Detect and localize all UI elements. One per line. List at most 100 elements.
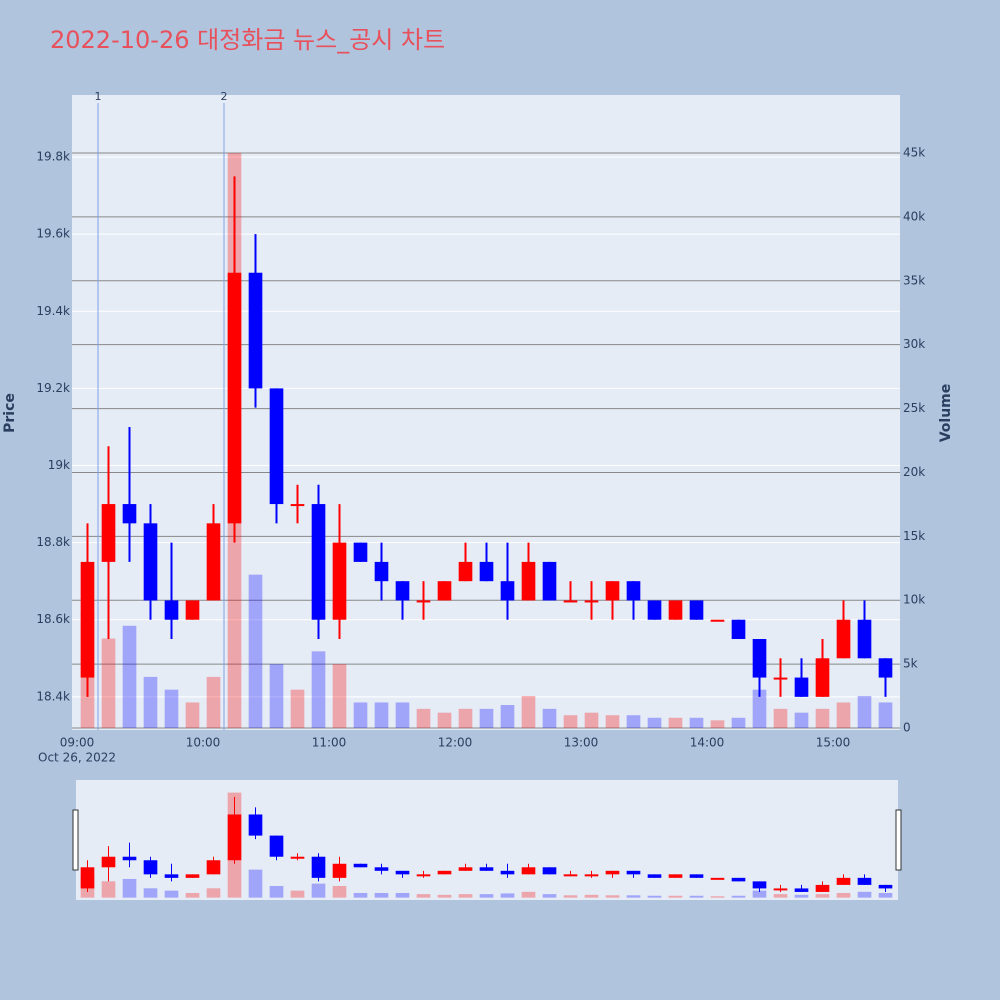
mini-body [731, 877, 746, 882]
candle-body [395, 581, 410, 601]
candle-body [437, 581, 452, 601]
candle-body [626, 581, 641, 601]
volume-bar [206, 676, 221, 729]
candle-body [374, 561, 389, 582]
mini-volume-bar [164, 890, 179, 898]
volume-bar [101, 638, 116, 729]
chart-title: 2022-10-26 대정화금 뉴스_공시 차트 [50, 26, 445, 54]
mini-body [521, 867, 536, 875]
candle-body [563, 600, 578, 603]
volume-bar [458, 708, 473, 729]
volume-bar [269, 664, 284, 729]
mini-body [227, 814, 242, 861]
slider-handle[interactable] [895, 809, 902, 871]
y-tick-label: 19.6k [36, 227, 70, 241]
candle-body [584, 600, 599, 603]
mini-volume-bar [563, 895, 578, 898]
candle-body [647, 600, 662, 620]
y2-tick-label: 30k [903, 337, 925, 351]
volume-bar [647, 717, 662, 729]
candle-body [269, 388, 284, 505]
candle-body [710, 619, 725, 622]
mini-volume-bar [458, 894, 473, 898]
y-tick-label: 19.2k [36, 381, 70, 395]
volume-bar [122, 625, 137, 729]
mini-volume-bar [248, 869, 263, 898]
mini-body [353, 863, 368, 868]
candle-body [752, 639, 767, 678]
y2-tick-label: 45k [903, 146, 925, 160]
mini-volume-bar [122, 878, 137, 898]
volume-bar [815, 708, 830, 729]
volume-bar [479, 708, 494, 729]
mini-body [248, 814, 263, 836]
mini-body [332, 863, 347, 878]
mini-body [563, 874, 578, 877]
y-tick-label: 18.8k [36, 535, 70, 549]
mini-body [752, 881, 767, 889]
mini-volume-bar [542, 894, 557, 898]
mini-body [500, 870, 515, 875]
mini-volume-bar [773, 894, 788, 898]
volume-bar [395, 702, 410, 729]
volume-bar [857, 696, 872, 729]
slider-handle[interactable] [72, 809, 79, 871]
candle-body [101, 504, 116, 562]
y-tick-label: 18.4k [36, 689, 70, 703]
mini-body [122, 856, 137, 861]
y2-tick-label: 20k [903, 465, 925, 479]
mini-body [311, 856, 326, 878]
candle-body [479, 561, 494, 582]
mini-body [584, 874, 599, 877]
mini-body [185, 874, 200, 878]
mini-body [542, 867, 557, 875]
y2-tick-label: 40k [903, 209, 925, 223]
mini-body [668, 874, 683, 878]
y2-tick-label: 15k [903, 529, 925, 543]
volume-bar [437, 712, 452, 729]
mini-volume-bar [500, 893, 515, 898]
mini-body [143, 860, 158, 875]
volume-bar [773, 708, 788, 729]
mini-body [626, 870, 641, 875]
mini-body [458, 867, 473, 871]
candle-body [122, 504, 137, 524]
candle-body [878, 658, 893, 678]
candle-body [143, 523, 158, 601]
candle-body [416, 600, 431, 603]
candle-body [542, 561, 557, 601]
x-tick-label: 13:00 [564, 736, 599, 750]
x-tick-label: 09:00 [60, 736, 95, 750]
mini-body [374, 867, 389, 871]
mini-body [773, 888, 788, 891]
mini-volume-bar [395, 892, 410, 898]
candle-body [731, 619, 746, 640]
volume-bar [794, 712, 809, 729]
candle-body [521, 561, 536, 601]
volume-bar [143, 676, 158, 729]
candle-body [248, 272, 263, 389]
mini-body [836, 877, 851, 885]
volume-bar [584, 712, 599, 729]
mini-body [80, 867, 95, 889]
mini-volume-bar [668, 895, 683, 898]
volume-bar [521, 696, 536, 729]
volume-bar [311, 651, 326, 729]
mini-volume-bar [479, 894, 494, 898]
candle-body [332, 542, 347, 620]
mini-body [815, 884, 830, 892]
candle-body [290, 504, 305, 507]
mini-volume-bar [752, 890, 767, 898]
volume-bar [836, 702, 851, 729]
mini-volume-bar [332, 885, 347, 898]
candle-body [353, 542, 368, 562]
candle-body [668, 600, 683, 620]
candle-body [836, 619, 851, 659]
candle-body [311, 504, 326, 620]
volume-bar [689, 717, 704, 729]
mini-volume-bar [437, 894, 452, 898]
annotation-label: 2 [221, 90, 228, 103]
mini-volume-bar [311, 883, 326, 898]
range-slider[interactable] [76, 780, 898, 900]
